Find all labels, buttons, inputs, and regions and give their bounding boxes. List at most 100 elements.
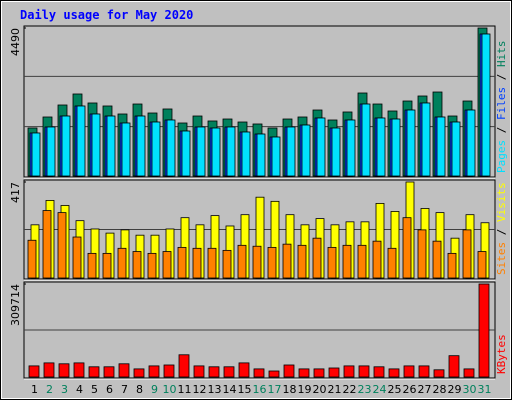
bar xyxy=(207,247,217,279)
y-tick-label: 417 xyxy=(9,182,22,203)
bar xyxy=(358,365,370,378)
bar xyxy=(151,121,161,177)
x-tick-label: 14 xyxy=(223,383,237,396)
bar xyxy=(436,116,446,177)
bar xyxy=(31,132,41,177)
bar xyxy=(117,247,127,279)
x-tick-label: 29 xyxy=(448,383,462,396)
bar xyxy=(418,365,430,378)
bar xyxy=(271,136,281,177)
bar xyxy=(361,103,371,177)
bar xyxy=(178,354,190,378)
bar xyxy=(136,115,146,177)
bar xyxy=(148,365,160,378)
bar xyxy=(432,240,442,279)
bar xyxy=(211,127,221,177)
bar xyxy=(87,252,97,279)
legend-entry: Hits xyxy=(495,41,508,68)
bar xyxy=(346,119,356,177)
bar xyxy=(478,283,490,378)
bar xyxy=(298,368,310,378)
y-tick-label: 4490 xyxy=(9,28,22,56)
bar xyxy=(391,118,401,177)
bar xyxy=(27,239,37,279)
bar xyxy=(222,249,232,279)
bar xyxy=(403,365,415,378)
bar xyxy=(46,126,56,177)
legend: Sites / Visits xyxy=(495,182,508,275)
bar xyxy=(208,366,220,378)
bar xyxy=(331,127,341,177)
bar xyxy=(181,130,191,177)
bar xyxy=(163,364,175,378)
bar xyxy=(342,244,352,279)
bar xyxy=(448,355,460,378)
legend-entry: Sites xyxy=(495,242,508,275)
x-tick-label: 27 xyxy=(418,383,432,396)
x-tick-label: 7 xyxy=(121,383,128,396)
bar xyxy=(193,365,205,378)
x-tick-label: 3 xyxy=(61,383,68,396)
x-tick-label: 30 xyxy=(463,383,477,396)
bar xyxy=(192,247,202,279)
x-tick-label: 25 xyxy=(388,383,402,396)
bar xyxy=(42,210,52,279)
bar xyxy=(451,121,461,177)
legend-entry: KBytes xyxy=(495,334,508,374)
bar xyxy=(268,370,280,378)
bar xyxy=(477,251,487,279)
x-tick-label: 13 xyxy=(208,383,222,396)
bar xyxy=(388,368,400,378)
bar xyxy=(357,244,367,279)
bar xyxy=(301,124,311,177)
bar xyxy=(102,252,112,279)
bar xyxy=(417,229,427,279)
x-tick-label: 15 xyxy=(238,383,252,396)
y-tick-label: 309714 xyxy=(9,284,22,326)
bar xyxy=(72,236,82,279)
bar xyxy=(267,246,277,279)
x-tick-label: 28 xyxy=(433,383,447,396)
bar xyxy=(106,115,116,177)
x-tick-label: 11 xyxy=(178,383,192,396)
legend-entry: Pages xyxy=(495,140,508,173)
x-tick-label: 24 xyxy=(373,383,387,396)
legend-separator: / xyxy=(495,120,508,140)
bar xyxy=(286,126,296,177)
x-tick-label: 8 xyxy=(136,383,143,396)
bar xyxy=(252,245,262,279)
x-tick-label: 10 xyxy=(163,383,177,396)
x-tick-label: 23 xyxy=(358,383,372,396)
bar xyxy=(447,252,457,279)
x-tick-label: 12 xyxy=(193,383,207,396)
x-tick-label: 16 xyxy=(253,383,267,396)
x-tick-label: 31 xyxy=(478,383,492,396)
bar xyxy=(297,244,307,279)
bar xyxy=(312,237,322,279)
bar xyxy=(132,251,142,279)
bar xyxy=(328,367,340,378)
legend-separator: / xyxy=(495,67,508,87)
bar xyxy=(433,369,445,378)
bar xyxy=(466,109,476,177)
bar xyxy=(177,246,187,279)
bar xyxy=(316,117,326,177)
x-tick-label: 6 xyxy=(106,383,113,396)
bar xyxy=(343,365,355,378)
bar xyxy=(237,244,247,279)
bar xyxy=(147,252,157,279)
bar xyxy=(462,229,472,279)
bar xyxy=(421,102,431,177)
bar xyxy=(88,366,100,378)
legend: Pages / Files / Hits xyxy=(495,41,508,174)
bar xyxy=(373,366,385,378)
x-tick-label: 18 xyxy=(283,383,297,396)
bar xyxy=(196,126,206,177)
x-tick-label: 17 xyxy=(268,383,282,396)
bar xyxy=(73,362,85,378)
bar xyxy=(327,246,337,279)
bar xyxy=(162,251,172,279)
bar xyxy=(57,212,67,279)
